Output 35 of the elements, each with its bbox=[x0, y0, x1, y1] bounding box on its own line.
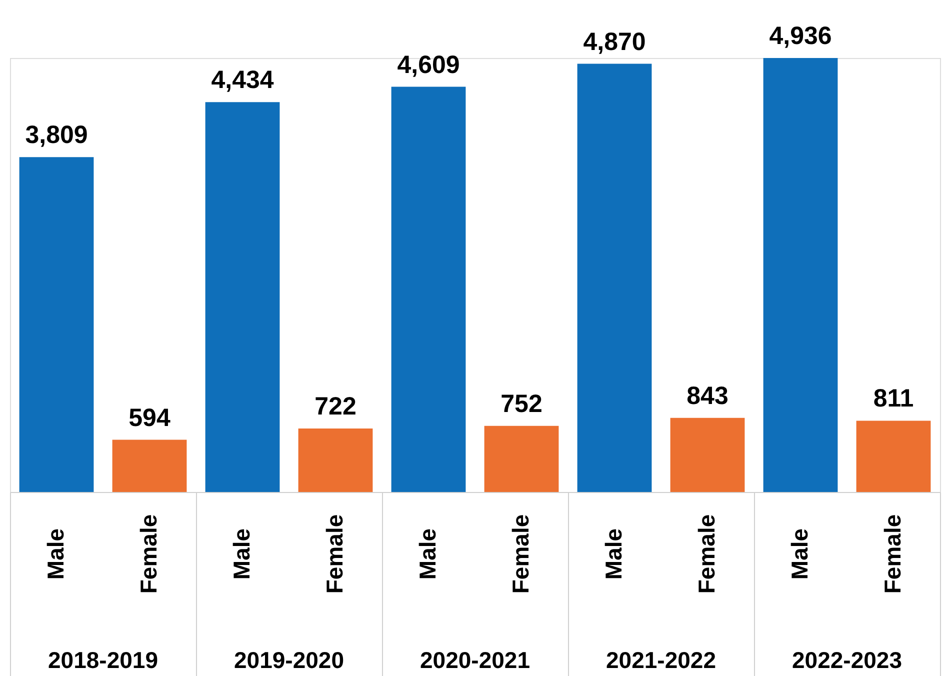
bar bbox=[577, 64, 652, 492]
text: Female bbox=[508, 514, 534, 594]
bar bbox=[298, 428, 373, 492]
bar bbox=[763, 58, 838, 492]
text: Male bbox=[786, 528, 812, 580]
text: Female bbox=[694, 514, 720, 594]
text: Female bbox=[322, 514, 348, 594]
bar bbox=[391, 86, 466, 492]
bar bbox=[856, 420, 931, 492]
x-tick-label: 2018-2019 bbox=[48, 647, 158, 673]
data-label: 4,609 bbox=[397, 50, 460, 79]
data-label: 4,434 bbox=[211, 66, 274, 94]
data-label: 843 bbox=[686, 382, 728, 410]
x-tick-label: 2022-2023 bbox=[792, 647, 902, 673]
text: Male bbox=[414, 528, 440, 580]
text: Female bbox=[136, 514, 162, 594]
data-label: 811 bbox=[873, 384, 914, 413]
x-tick-label: 2019-2020 bbox=[234, 647, 344, 673]
text: Male bbox=[228, 528, 254, 580]
bar bbox=[112, 440, 187, 492]
bar bbox=[670, 418, 745, 492]
bar bbox=[205, 102, 280, 492]
data-label: 594 bbox=[128, 404, 170, 432]
data-label: 4,936 bbox=[769, 22, 832, 50]
text: Male bbox=[600, 528, 626, 580]
x-tick-label: 2020-2021 bbox=[420, 647, 530, 673]
data-label: 3,809 bbox=[25, 121, 88, 150]
bar bbox=[484, 426, 559, 492]
data-label: 722 bbox=[314, 392, 356, 421]
x-tick-label: 2021-2022 bbox=[606, 647, 716, 673]
text: Female bbox=[880, 514, 906, 594]
bar bbox=[19, 157, 94, 492]
data-label: 4,870 bbox=[583, 28, 646, 56]
text: Male bbox=[42, 528, 68, 580]
data-label: 752 bbox=[500, 390, 542, 418]
